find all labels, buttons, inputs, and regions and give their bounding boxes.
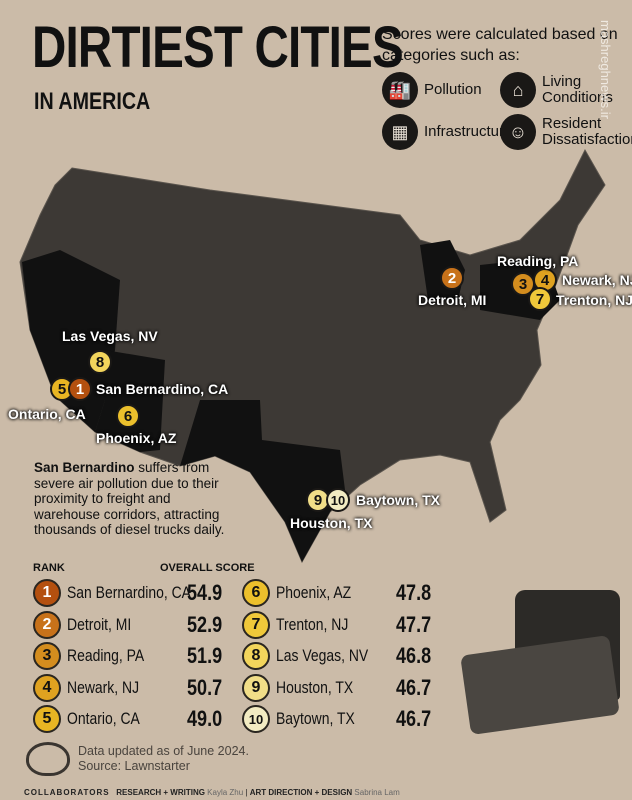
label-newark: Newark, NJ [562,272,632,288]
city-name: Phoenix, AZ [276,583,352,602]
label-phoenix: Phoenix, AZ [96,430,177,446]
category-infrastructure: ▦ Infrastructure [382,114,512,150]
category-pollution: 🏭 Pollution [382,72,500,108]
logo-icon [26,742,70,776]
table-row: 3 Reading, PA 51.9 [33,641,247,671]
factory-icon: 🏭 [382,72,418,108]
credits: COLLABORATORS RESEARCH + WRITING Kayla Z… [24,788,400,797]
table-row: 4 Newark, NJ 50.7 [33,673,247,703]
page-subtitle: IN AMERICA [34,88,151,115]
score: 47.8 [396,580,432,605]
highlight-texas [180,400,345,562]
methodology-note: Scores were calculated based on categori… [382,26,632,150]
rank-badge: 2 [33,610,61,639]
label-houston: Houston, TX [290,515,373,531]
watermark: mashreghnews.ir [598,20,613,119]
page-title: DIRTIEST CITIES [32,15,404,80]
score: 51.9 [187,643,223,668]
map-marker-2[interactable]: 2 [440,266,464,290]
callout-text: San Bernardino suffers from severe air p… [34,460,225,537]
map-marker-6[interactable]: 6 [116,404,140,428]
score: 54.9 [187,580,223,605]
label-detroit: Detroit, MI [418,292,487,308]
category-dissatisfaction: ☺ Resident Dissatisfaction [500,114,632,150]
table-row: 10 Baytown, TX 46.7 [242,704,456,734]
city-name: Detroit, MI [67,614,132,634]
map-marker-8[interactable]: 8 [88,350,112,374]
label-reading: Reading, PA [497,253,579,269]
city-name: Houston, TX [276,677,354,697]
rank-badge: 8 [242,642,270,670]
rank-badge: 6 [242,579,270,607]
label-baytown: Baytown, TX [356,492,441,508]
score: 50.7 [187,674,223,700]
label-las-vegas: Las Vegas, NV [62,328,158,344]
map-marker-10[interactable]: 10 [326,488,350,512]
rank-header: RANK [33,562,65,574]
label-san-bernardino: San Bernardino, CA [96,381,229,397]
city-name: Ontario, CA [67,709,140,728]
rank-badge: 5 [33,705,61,733]
person-icon: ☺ [500,114,536,150]
label-trenton: Trenton, NJ [556,292,632,308]
rank-badge: 3 [33,642,61,670]
table-row: 8 Las Vegas, NV 46.8 [242,641,456,671]
map-marker-7[interactable]: 7 [528,287,552,311]
score: 46.8 [396,643,432,668]
table-row: 6 Phoenix, AZ 47.8 [242,578,456,608]
score: 46.7 [396,674,432,700]
rank-badge: 10 [242,705,270,733]
city-name: Baytown, TX [276,709,355,728]
category-living: ⌂ Living Conditions [500,72,630,108]
score: 47.7 [396,611,432,637]
highlight-arizona [95,350,165,452]
table-row: 7 Trenton, NJ 47.7 [242,610,456,640]
score-header: OVERALL SCORE [160,562,255,574]
city-name: Newark, NJ [67,677,140,697]
highlight-california-nevada [22,250,120,432]
score: 46.7 [396,706,432,731]
table-row: 1 San Bernardino, CA 54.9 [33,578,247,608]
map-marker-1[interactable]: 1 [68,377,92,401]
table-row: 9 Houston, TX 46.7 [242,673,456,703]
score: 52.9 [187,611,223,637]
table-row: 5 Ontario, CA 49.0 [33,704,247,734]
city-name: Las Vegas, NV [276,646,369,665]
house-icon: ⌂ [500,72,536,108]
table-row: 2 Detroit, MI 52.9 [33,610,247,640]
score: 49.0 [187,706,223,731]
city-name: San Bernardino, CA [67,583,191,602]
rank-badge: 4 [33,673,61,702]
buildings-icon: ▦ [382,114,418,150]
label-ontario: Ontario, CA [8,406,86,422]
city-name: Reading, PA [67,646,145,665]
rank-badge: 1 [33,579,61,607]
source-note: Data updated as of June 2024. Source: Law… [78,744,249,773]
rank-badge: 7 [242,610,270,639]
rank-badge: 9 [242,673,270,702]
city-name: Trenton, NJ [276,614,349,634]
